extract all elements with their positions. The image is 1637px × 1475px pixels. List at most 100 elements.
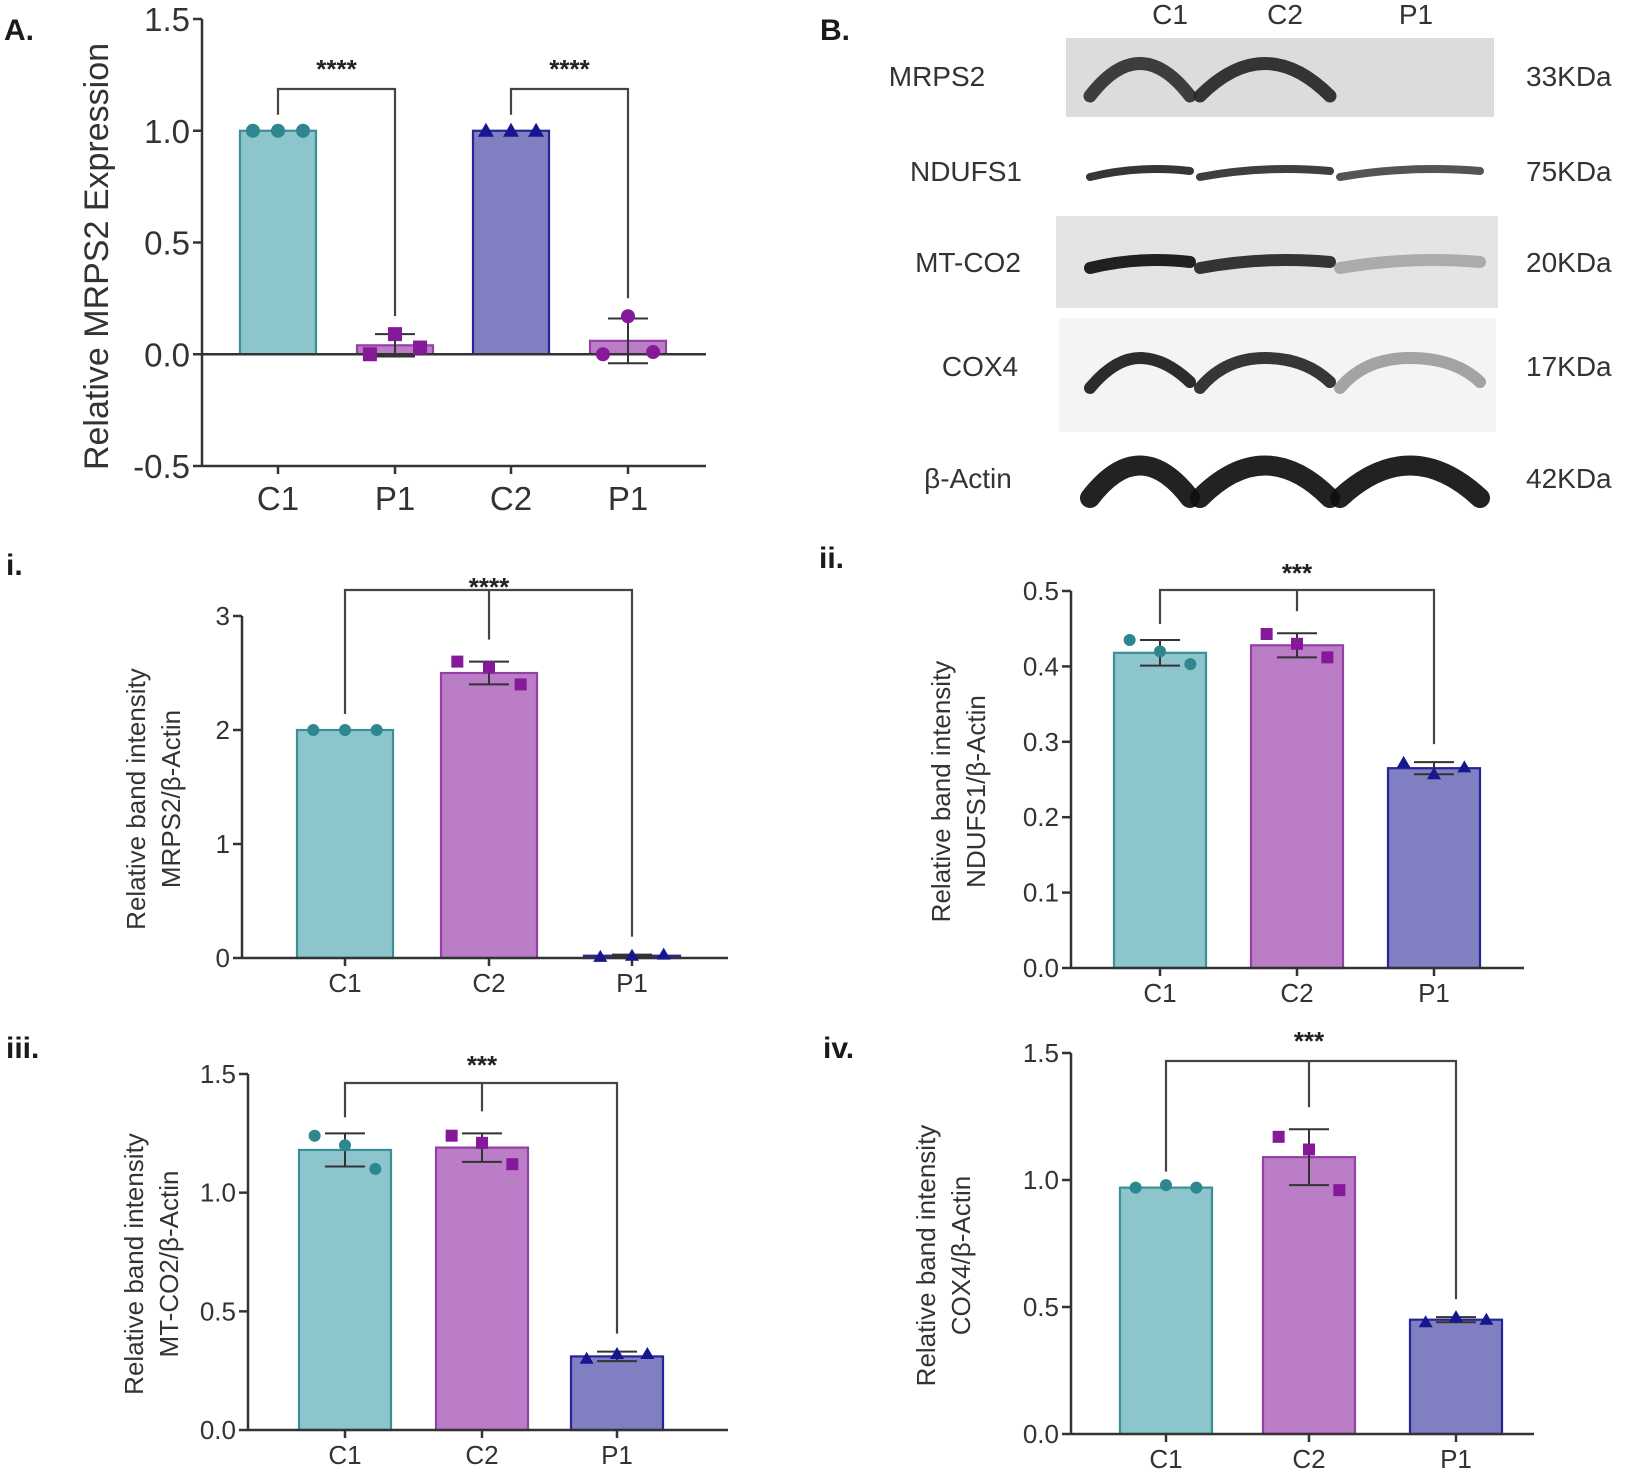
bar-c2 (434, 1146, 530, 1432)
significance-bracket (509, 87, 630, 299)
molecular-weight-label: 75KDa (1526, 156, 1612, 187)
significance-label: *** (1294, 1026, 1325, 1056)
data-point (307, 724, 320, 736)
data-point (477, 122, 494, 137)
molecular-weight-label: 17KDa (1526, 351, 1612, 382)
data-point (445, 1129, 458, 1142)
bar-p1 (1408, 1318, 1504, 1436)
y-axis-title: Relative band intensity (119, 1133, 149, 1395)
data-point (296, 123, 311, 138)
chart-i-mrps2-band-intensity: i. Relative band intensity MRPS2/β-Actin 0 1… (6, 549, 728, 998)
protein-band (1193, 57, 1337, 103)
chart-ii-ndufs1-band-intensity: ii. Relative band intensity NDUFS1/β-Actin… (819, 542, 1524, 1008)
protein-label: MRPS2 (889, 61, 985, 92)
blot-strip (1066, 38, 1494, 117)
data-point (1129, 1181, 1142, 1194)
bar-c1 (295, 728, 395, 960)
data-point (528, 122, 545, 137)
data-point (579, 1351, 594, 1364)
y-axis-title: Relative band intensity (121, 668, 151, 930)
bar-c2 (1249, 644, 1345, 970)
bar-c1 (1112, 651, 1208, 970)
y-tick-label: 1.0 (1023, 1165, 1059, 1195)
data-point (308, 1129, 321, 1142)
molecular-weight-label: 20KDa (1526, 247, 1612, 278)
x-tick-label: C2 (1280, 978, 1313, 1008)
bar-p1 (569, 1355, 665, 1432)
protein-label: NDUFS1 (910, 156, 1022, 187)
molecular-weight-label: 33KDa (1526, 61, 1612, 92)
protein-band (1086, 165, 1194, 181)
panel-label: i. (6, 549, 23, 582)
y-tick-label: 0.0 (1023, 953, 1059, 983)
protein-band (1334, 351, 1486, 394)
panel-label: iv. (823, 1032, 854, 1065)
y-tick-label: 0.2 (1023, 802, 1059, 832)
data-point (646, 345, 661, 360)
y-tick-label: 0.5 (200, 1296, 236, 1326)
data-point (362, 347, 377, 362)
y-tick-label: 1 (216, 829, 230, 859)
panel-label: B. (820, 14, 850, 47)
data-point (593, 949, 608, 962)
data-point (1333, 1184, 1346, 1197)
x-tick-label: C1 (257, 480, 299, 517)
y-tick-label: 0.1 (1023, 878, 1059, 908)
data-point (1272, 1130, 1285, 1143)
y-tick-label: 1.0 (200, 1178, 236, 1208)
data-point (1190, 1181, 1203, 1194)
data-point (413, 340, 428, 355)
data-point (514, 678, 527, 691)
lane-label: C2 (1267, 0, 1303, 30)
data-point (1427, 767, 1441, 780)
y-tick-label: 0.5 (144, 225, 190, 262)
y-axis-title: NDUFS1/β-Actin (961, 695, 991, 888)
significance-label: *** (467, 1050, 498, 1080)
data-point (595, 347, 610, 362)
data-point (1260, 627, 1273, 640)
protein-band (1334, 254, 1486, 274)
y-axis-title: Relative band intensity (926, 661, 956, 923)
protein-label: β-Actin (924, 463, 1012, 494)
y-axis-title: COX4/β-Actin (946, 1176, 976, 1335)
data-point (503, 122, 519, 137)
data-point (1396, 755, 1411, 768)
y-tick-label: 0.3 (1023, 727, 1059, 757)
data-point (271, 123, 285, 138)
x-tick-label: C1 (328, 1440, 361, 1470)
molecular-weight-label: 42KDa (1526, 463, 1612, 494)
x-tick-label: C1 (1143, 978, 1176, 1008)
bar-c2 (1261, 1156, 1357, 1436)
bar-c2 (471, 129, 551, 356)
data-point (1457, 760, 1472, 773)
significance-bracket (1164, 1059, 1458, 1300)
bar-c1 (1118, 1186, 1214, 1436)
protein-band (1194, 351, 1336, 394)
data-point (640, 1347, 655, 1360)
protein-band (1084, 254, 1196, 274)
data-point (483, 661, 495, 674)
data-point (339, 1139, 351, 1152)
data-point (610, 1347, 624, 1360)
x-tick-label: C2 (490, 480, 532, 517)
y-axis-title: Relative band intensity (911, 1125, 941, 1387)
bar-c2 (439, 671, 539, 960)
protein-band (1080, 455, 1200, 508)
blot-strip (1059, 318, 1496, 432)
x-tick-label: C1 (1149, 1444, 1182, 1474)
chart-a-relative-mrps2-expression: A. Relative MRPS2 Expression -0.5 0.0 0.5 1.0… (4, 1, 706, 517)
chart-iv-cox4-band-intensity: iv. Relative band intensity COX4/β-Actin 0.… (823, 1026, 1534, 1474)
data-point (656, 947, 671, 960)
data-point (1303, 1143, 1315, 1156)
x-tick-label: P1 (1418, 978, 1450, 1008)
y-tick-label: 0 (216, 943, 230, 973)
data-point (506, 1158, 519, 1171)
data-point (1160, 1179, 1172, 1192)
bar-c1 (297, 1148, 393, 1432)
data-point (621, 309, 635, 324)
y-tick-label: 3 (216, 601, 230, 631)
x-tick-label: P1 (616, 968, 648, 998)
data-point (245, 123, 260, 138)
data-point (1449, 1310, 1463, 1323)
data-point (1154, 645, 1166, 658)
